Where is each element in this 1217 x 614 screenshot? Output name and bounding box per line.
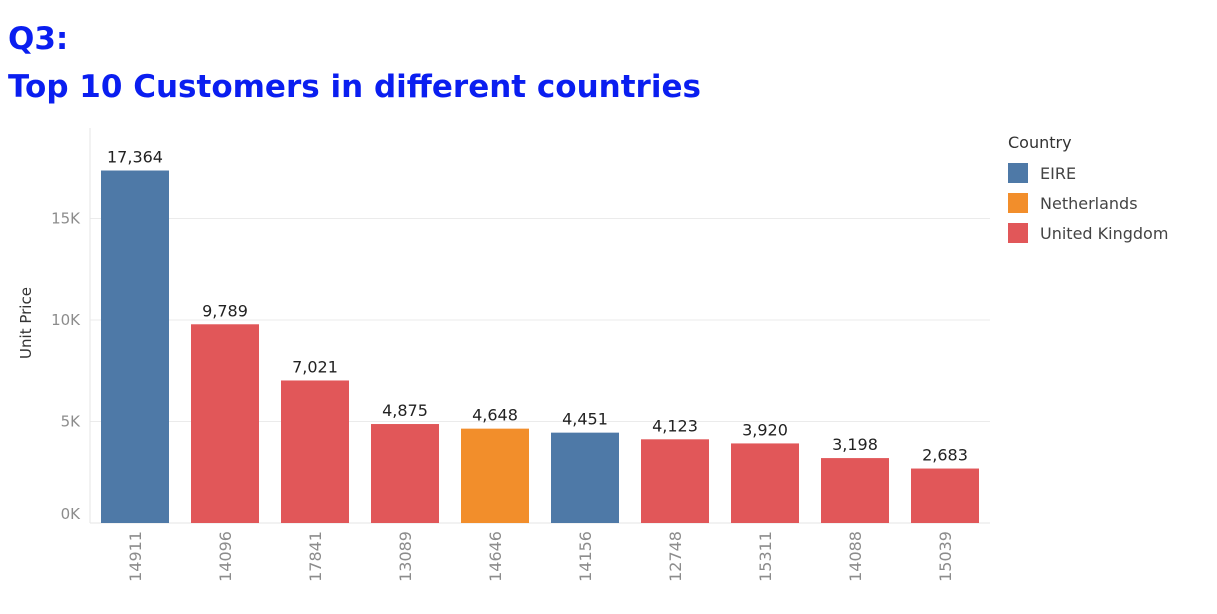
bar-value-label: 3,920 bbox=[742, 420, 788, 439]
bar-value-label: 4,123 bbox=[652, 416, 698, 435]
bars bbox=[101, 170, 979, 523]
legend-swatch-netherlands bbox=[1008, 193, 1028, 213]
bar[interactable] bbox=[191, 324, 259, 523]
legend-item-eire[interactable]: EIRE bbox=[1008, 158, 1168, 188]
x-tick-label: 14911 bbox=[126, 531, 145, 582]
legend: Country EIRE Netherlands United Kingdom bbox=[1008, 132, 1168, 248]
x-axis-ticks: 14911 14096 17841 13089 14646 14156 12748 15311… bbox=[126, 531, 955, 582]
y-axis-ticks: 0K 5K 10K 15K bbox=[51, 210, 81, 524]
bar-value-label: 4,648 bbox=[472, 406, 518, 425]
bar-value-label: 3,198 bbox=[832, 435, 878, 454]
bar-value-label: 9,789 bbox=[202, 301, 248, 320]
bar[interactable] bbox=[821, 458, 889, 523]
legend-title: Country bbox=[1008, 133, 1072, 152]
legend-swatch-united-kingdom bbox=[1008, 223, 1028, 243]
bar[interactable] bbox=[371, 424, 439, 523]
bar-value-label: 7,021 bbox=[292, 357, 338, 376]
x-tick-label: 14646 bbox=[486, 531, 505, 582]
bar-value-labels: 17,364 9,789 7,021 4,875 4,648 4,451 4,123 3,92… bbox=[107, 148, 968, 465]
x-tick-label: 15311 bbox=[756, 531, 775, 582]
x-tick-label: 14088 bbox=[846, 531, 865, 582]
page-title: Top 10 Customers in different countries bbox=[8, 69, 701, 105]
x-tick-label: 14096 bbox=[216, 531, 235, 582]
y-tick-label: 10K bbox=[51, 311, 81, 329]
y-tick-label: 15K bbox=[51, 210, 81, 228]
x-tick-label: 12748 bbox=[666, 531, 685, 582]
legend-item-netherlands[interactable]: Netherlands bbox=[1008, 188, 1168, 218]
x-tick-label: 15039 bbox=[936, 531, 955, 582]
legend-item-united-kingdom[interactable]: United Kingdom bbox=[1008, 218, 1168, 248]
bar[interactable] bbox=[281, 380, 349, 523]
bar-chart: 0K 5K 10K 15K Unit Price 17,364 9,789 7,021 4,… bbox=[17, 128, 990, 582]
legend-label-united-kingdom: United Kingdom bbox=[1040, 223, 1169, 243]
bar[interactable] bbox=[101, 170, 169, 523]
y-tick-label: 5K bbox=[61, 413, 82, 431]
bar[interactable] bbox=[731, 443, 799, 523]
legend-label-eire: EIRE bbox=[1040, 163, 1077, 183]
legend-swatch-eire bbox=[1008, 163, 1028, 183]
x-tick-label: 13089 bbox=[396, 531, 415, 582]
bar[interactable] bbox=[551, 432, 619, 523]
bar-value-label: 4,875 bbox=[382, 401, 428, 420]
bar-value-label: 4,451 bbox=[562, 410, 608, 429]
bar[interactable] bbox=[461, 428, 529, 523]
legend-label-netherlands: Netherlands bbox=[1040, 193, 1138, 213]
bar[interactable] bbox=[911, 468, 979, 523]
y-tick-label: 0K bbox=[61, 505, 82, 523]
bar-value-label: 2,683 bbox=[922, 446, 968, 465]
bar-value-label: 17,364 bbox=[107, 148, 163, 167]
bar[interactable] bbox=[641, 439, 709, 523]
x-tick-label: 14156 bbox=[576, 531, 595, 582]
y-axis-title: Unit Price bbox=[17, 287, 35, 359]
x-tick-label: 17841 bbox=[306, 531, 325, 582]
page-title-prefix: Q3: bbox=[8, 21, 69, 57]
